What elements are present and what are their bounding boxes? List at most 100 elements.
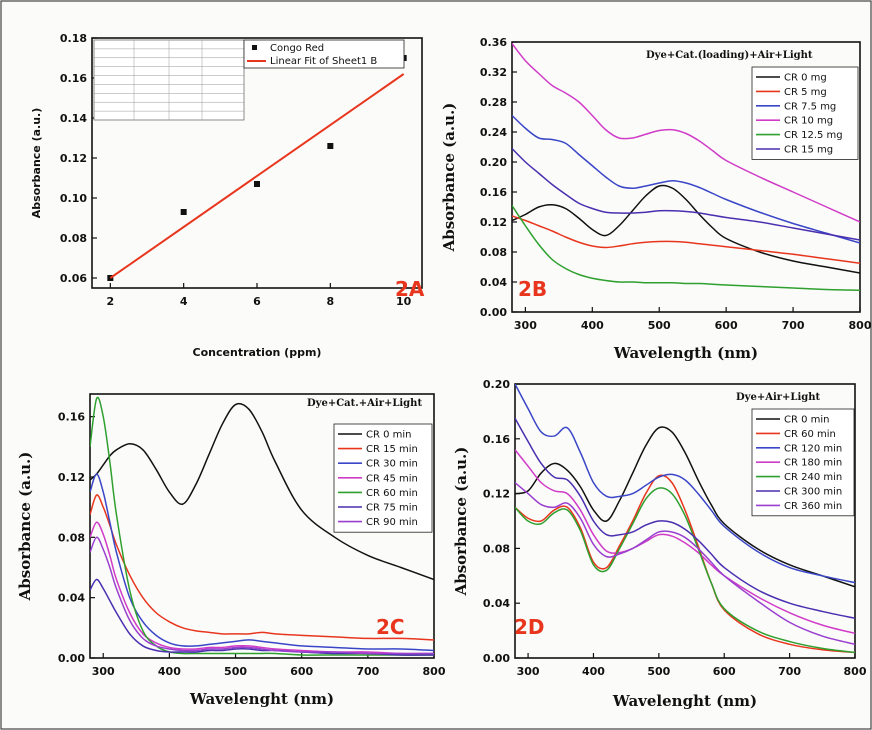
x-tick-label: 800 <box>844 665 867 678</box>
series-line-cr-360-min <box>515 482 855 646</box>
series-line-cr-60-min <box>515 474 855 654</box>
x-tick-label: 400 <box>581 319 604 332</box>
panel-label: 2D <box>514 615 545 639</box>
legend-label: CR 120 min <box>784 443 842 454</box>
legend-label: CR 0 min <box>784 415 830 426</box>
y-tick-label: 0.12 <box>60 152 87 165</box>
chart-title: Dye+Cat.+Air+Light <box>307 398 422 409</box>
y-tick-label: 0.00 <box>483 652 510 665</box>
x-tick-label: 600 <box>715 319 738 332</box>
x-tick-label: 400 <box>582 665 605 678</box>
legend-label: CR 240 min <box>784 472 842 483</box>
series-group <box>90 396 434 656</box>
series-line-cr-15-mg <box>512 147 860 241</box>
x-tick-label: 6 <box>253 295 261 308</box>
y-tick-label: 0.16 <box>483 433 510 446</box>
y-tick-label: 0.20 <box>480 156 507 169</box>
series-line-cr-90-min <box>90 536 434 655</box>
x-tick-label: 600 <box>290 665 313 678</box>
legend-label: CR 5 mg <box>784 87 827 98</box>
legend-label: CR 90 min <box>366 517 418 528</box>
fit-line <box>109 73 405 279</box>
y-tick-label: 0.18 <box>60 32 87 45</box>
y-tick-label: 0.08 <box>480 246 507 259</box>
y-tick-label: 0.00 <box>480 306 507 319</box>
chart-panel-2b: 300 400 500 600 700 800 0.00 0.04 0.08 0.12 0.16 0.… <box>440 36 872 362</box>
legend-label: CR 45 min <box>366 473 418 484</box>
legend-box <box>751 66 859 160</box>
series-line-cr-30-min <box>90 473 434 652</box>
legend: Congo Red Linear Fit of Sheet1 B <box>243 39 405 69</box>
series-line-cr-12-5-mg <box>512 205 860 291</box>
legend-label: CR 12.5 mg <box>784 130 843 141</box>
data-point <box>180 209 187 215</box>
legend-label: Linear Fit of Sheet1 B <box>270 56 377 67</box>
y-tick-label: 0.24 <box>480 126 507 139</box>
x-tick-label: 500 <box>647 665 670 678</box>
y-tick-label: 0.06 <box>60 272 87 285</box>
y-tick-label: 0.28 <box>480 96 507 109</box>
x-tick-label: 2 <box>107 295 115 308</box>
legend-label: CR 75 min <box>366 503 418 514</box>
x-tick-label: 700 <box>782 319 805 332</box>
chart-panel-2c: 300 400 500 600 700 800 0.00 0.04 0.08 0.12 0.16 Wa… <box>16 393 446 708</box>
legend-label: CR 0 min <box>366 430 412 441</box>
y-axis-title: Absorbance (a.u.) <box>440 103 458 253</box>
legend-label: CR 7.5 mg <box>784 101 836 112</box>
series-line-cr-7-5-mg <box>512 114 860 244</box>
legend: CR 0 min CR 15 min CR 30 min CR 45 min CR 60… <box>333 423 433 533</box>
y-tick-label: 0.04 <box>480 276 507 289</box>
y-axis-title: Absorbance (a.u.) <box>452 447 470 597</box>
legend-label: CR 30 min <box>366 459 418 470</box>
series-line-cr-0-min <box>90 402 434 581</box>
chart-title: Dye+Cat.(loading)+Air+Light <box>646 50 813 61</box>
y-axis-title: Absorbance (a.u.) <box>30 108 43 219</box>
legend-label: CR 60 min <box>784 429 836 440</box>
x-tick-label: 500 <box>648 319 671 332</box>
series-line-cr-10-mg <box>512 43 860 223</box>
x-tick-label: 500 <box>224 665 247 678</box>
panel-label: 2C <box>376 615 405 639</box>
legend: CR 0 mg CR 5 mg CR 7.5 mg CR 10 mg CR 12.5 m… <box>751 66 859 160</box>
y-tick-label: 0.10 <box>60 192 87 205</box>
y-tick-label: 0.00 <box>58 652 85 665</box>
y-tick-label: 0.12 <box>480 216 507 229</box>
series-line-cr-180-min <box>515 449 855 635</box>
y-tick-label: 0.12 <box>483 488 510 501</box>
y-tick-label: 0.16 <box>480 186 507 199</box>
series-group <box>512 43 860 291</box>
panel-label: 2A <box>395 277 425 301</box>
chart-panel-2d: 300 400 500 600 700 800 0.00 0.04 0.08 0.12 0.16 0.… <box>452 378 867 710</box>
x-tick-label: 10 <box>396 295 412 308</box>
x-tick-label: 600 <box>713 665 736 678</box>
legend-label: CR 10 mg <box>784 116 833 127</box>
x-tick-label: 300 <box>92 665 115 678</box>
series-line-cr-240-min <box>515 487 855 654</box>
legend-label: CR 360 min <box>784 501 842 512</box>
y-axis-title: Absorbance (a.u.) <box>16 452 34 602</box>
x-tick-label: 700 <box>356 665 379 678</box>
x-tick-label: 800 <box>423 665 446 678</box>
series-line-cr-75-min <box>90 578 434 656</box>
x-tick-label: 300 <box>517 665 540 678</box>
x-tick-label: 800 <box>849 319 872 332</box>
series-group <box>515 384 855 654</box>
plot-frame <box>89 393 435 659</box>
chart-panel-2a: 2 4 6 8 10 0.06 0.08 0.10 0.12 0.14 0.16 0.18 Concen… <box>30 32 425 359</box>
legend-label: CR 180 min <box>784 458 842 469</box>
y-tick-label: 0.16 <box>58 411 85 424</box>
legend-label: CR 15 min <box>366 444 418 455</box>
legend-label: CR 60 min <box>366 488 418 499</box>
y-tick-label: 0.04 <box>58 592 85 605</box>
x-tick-label: 8 <box>327 295 335 308</box>
y-tick-label: 0.04 <box>483 597 510 610</box>
legend-label: Congo Red <box>270 43 324 54</box>
series-line-cr-60-min <box>90 396 434 656</box>
plot-frame <box>514 383 856 659</box>
y-tick-label: 0.16 <box>60 72 87 85</box>
series-line-cr-0-mg <box>512 184 860 274</box>
series-line-cr-300-min <box>515 417 855 620</box>
y-tick-label: 0.08 <box>483 542 510 555</box>
